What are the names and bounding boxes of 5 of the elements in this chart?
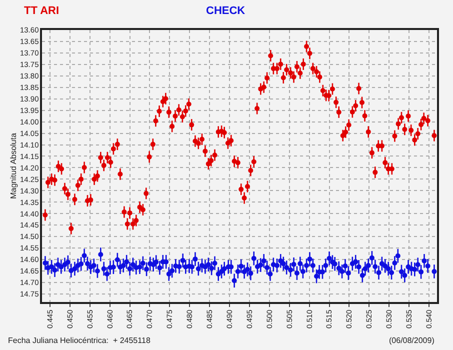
x-axis-title: Fecha Juliana Heliocéntrica: + 2455118 [8, 336, 151, 345]
text: TT ARI [24, 5, 60, 17]
text: (06/08/2009) [389, 336, 435, 345]
y-axis-title: Magnitud Absoluta [9, 132, 18, 199]
text: CHECK [206, 5, 246, 17]
